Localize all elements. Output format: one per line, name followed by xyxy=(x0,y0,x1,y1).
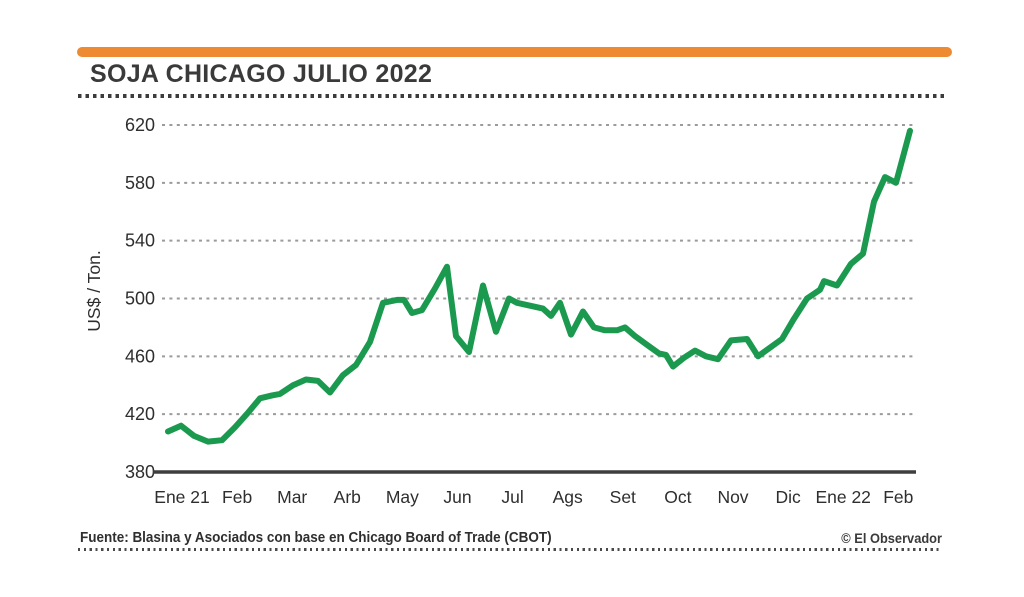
y-tick-label: 620 xyxy=(125,115,155,135)
y-tick-label: 380 xyxy=(125,462,155,482)
source-note: Fuente: Blasina y Asociados con base en … xyxy=(80,530,552,546)
y-tick-label: 540 xyxy=(125,231,155,251)
x-tick-label: Feb xyxy=(883,487,913,507)
credit-note: © El Observador xyxy=(841,530,942,546)
price-line xyxy=(165,127,913,445)
x-tick-label: Nov xyxy=(717,487,748,507)
x-tick-label: Ene 22 xyxy=(815,487,870,507)
y-tick-label: 500 xyxy=(125,289,155,309)
title-dotted-rule xyxy=(78,94,945,98)
x-tick-label: Jul xyxy=(501,487,523,507)
y-tick-label: 420 xyxy=(125,404,155,424)
x-tick-label: Ene 21 xyxy=(154,487,209,507)
x-tick-label: Set xyxy=(610,487,636,507)
accent-bar xyxy=(77,47,952,57)
x-tick-label: Arb xyxy=(334,487,361,507)
y-tick-label: 580 xyxy=(125,173,155,193)
x-tick-label: Mar xyxy=(277,487,307,507)
x-tick-label: Ags xyxy=(553,487,583,507)
x-tick-label: Feb xyxy=(222,487,252,507)
y-tick-label: 460 xyxy=(125,346,155,366)
footer: Fuente: Blasina y Asociados con base en … xyxy=(80,529,942,547)
chart-title: SOJA CHICAGO JULIO 2022 xyxy=(90,60,433,88)
y-axis-unit-label: US$ / Ton. xyxy=(84,250,104,331)
x-tick-label: Oct xyxy=(664,487,691,507)
footer-dotted-rule xyxy=(78,548,942,551)
x-tick-label: May xyxy=(386,487,419,507)
x-tick-label: Jun xyxy=(443,487,471,507)
x-tick-label: Dic xyxy=(775,487,801,507)
